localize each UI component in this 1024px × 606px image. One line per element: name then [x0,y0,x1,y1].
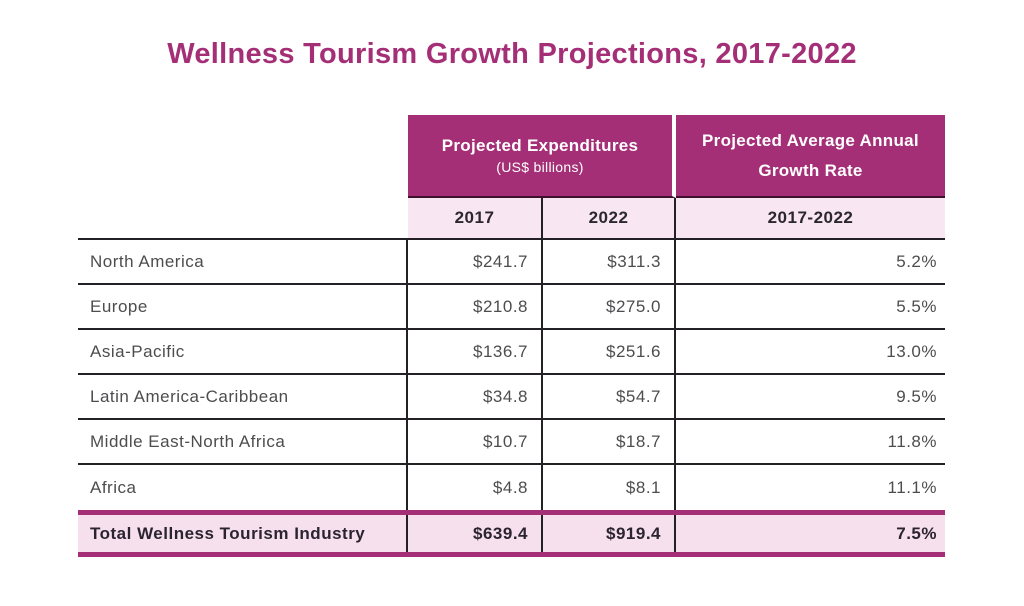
expenditure-2017-cell: $10.7 [408,420,543,463]
growth-rate-cell: 9.5% [896,386,937,406]
table-row: Europe $210.8 $275.0 5.5% [78,285,945,330]
region-cell: Europe [78,285,408,328]
region-cell: Africa [78,465,408,510]
expenditure-2022-cell: $251.6 [543,330,676,373]
table-row: Africa $4.8 $8.1 11.1% [78,465,945,510]
growth-rate-header: Projected Average Annual Growth Rate [676,115,945,198]
expenditure-2017-cell: $136.7 [408,330,543,373]
region-cell: Middle East-North Africa [78,420,408,463]
region-cell: Latin America-Caribbean [78,375,408,418]
total-label-cell: Total Wellness Tourism Industry [78,515,408,552]
growth-rate-header-line1: Projected Average Annual [702,130,919,150]
expenditure-2022-cell: $18.7 [543,420,676,463]
subheader-corner-spacer [78,198,408,238]
growth-rate-cell: 5.2% [896,251,937,271]
total-growth-rate-cell: 7.5% [896,523,937,543]
expenditure-2017-cell: $34.8 [408,375,543,418]
growth-rate-cell: 5.5% [896,296,937,316]
total-expenditure-2022-cell: $919.4 [543,515,676,552]
expenditure-2022-cell: $275.0 [543,285,676,328]
col-header-2022: 2022 [543,198,676,238]
growth-rate-header-line2: Growth Rate [758,160,863,180]
region-cell: North America [78,240,408,283]
expenditure-2022-cell: $8.1 [543,465,676,510]
growth-rate-cell: 11.1% [887,477,937,497]
header-corner-spacer [78,115,408,198]
growth-projections-table: Projected Expenditures (US$ billions) Pr… [78,115,945,557]
col-header-2017-2022: 2017-2022 [676,198,945,238]
table-row: Middle East-North Africa $10.7 $18.7 11.… [78,420,945,465]
growth-rate-cell: 11.8% [887,431,937,451]
expenditure-2017-cell: $4.8 [408,465,543,510]
expenditures-header-subtitle: (US$ billions) [496,159,584,175]
table-row: Latin America-Caribbean $34.8 $54.7 9.5% [78,375,945,420]
total-row: Total Wellness Tourism Industry $639.4 $… [78,510,945,557]
expenditure-2022-cell: $311.3 [543,240,676,283]
expenditure-2022-cell: $54.7 [543,375,676,418]
expenditures-header: Projected Expenditures (US$ billions) [408,115,676,198]
page-title: Wellness Tourism Growth Projections, 201… [167,38,857,70]
table-row: Asia-Pacific $136.7 $251.6 13.0% [78,330,945,375]
expenditure-2017-cell: $241.7 [408,240,543,283]
table-header-row: Projected Expenditures (US$ billions) Pr… [78,115,945,198]
table-row: North America $241.7 $311.3 5.2% [78,240,945,285]
col-header-2017: 2017 [408,198,543,238]
region-cell: Asia-Pacific [78,330,408,373]
table-subheader-row: 2017 2022 2017-2022 [78,198,945,240]
expenditure-2017-cell: $210.8 [408,285,543,328]
total-expenditure-2017-cell: $639.4 [408,515,543,552]
expenditures-header-title: Projected Expenditures [441,136,639,155]
growth-rate-cell: 13.0% [886,341,937,361]
